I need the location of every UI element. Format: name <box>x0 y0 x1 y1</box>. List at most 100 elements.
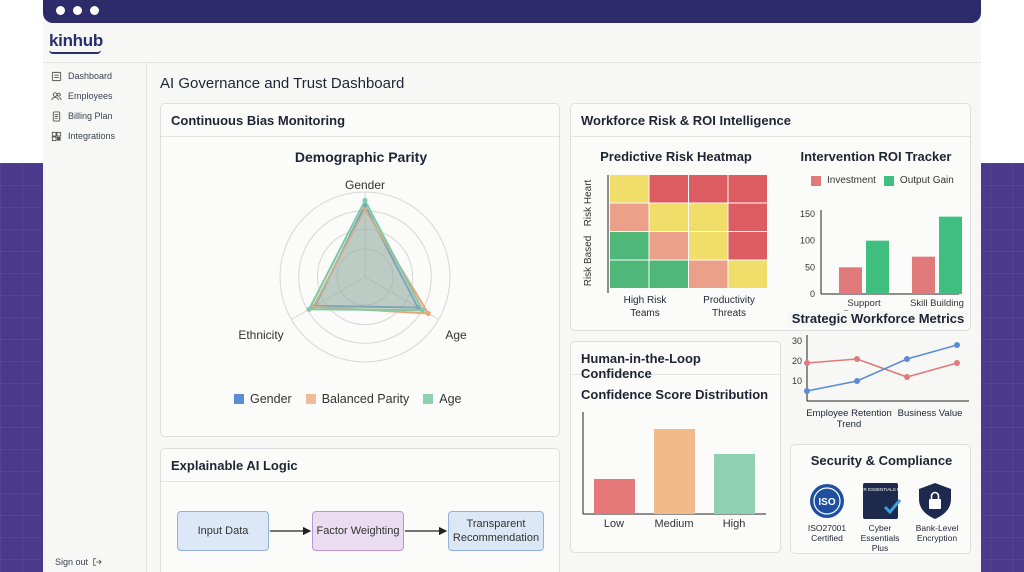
radar-series-2 <box>307 198 425 312</box>
metrics-tick-label: 10 <box>792 376 802 386</box>
radar-axis-label: Gender <box>345 178 385 192</box>
sidebar: Dashboard Employees Billing Plan Integra… <box>43 63 146 572</box>
metrics-point <box>854 378 860 384</box>
security-card: Security & Compliance ISO CYBER ESSENTIA… <box>790 444 971 554</box>
cyber-badge-text: CYBER ESSENTIALS PLUS <box>851 487 909 492</box>
sidebar-item-integrations[interactable]: Integrations <box>51 128 115 144</box>
roi-bar <box>939 216 962 294</box>
header-divider <box>43 62 981 63</box>
heatmap-cell <box>649 260 688 288</box>
radar-point <box>362 206 368 212</box>
sidebar-divider <box>146 63 147 572</box>
chart-title: Demographic Parity <box>294 149 428 165</box>
puzzle-icon <box>51 131 62 141</box>
conf-category-label: Medium <box>654 518 693 530</box>
metrics-x-label: Employee Retention Trend <box>806 408 892 431</box>
flow-step-factor-weighting: Factor Weighting <box>312 511 404 551</box>
heatmap-cell <box>689 175 728 203</box>
radar-spoke <box>291 276 366 320</box>
radar-legend: Gender Balanced Parity Age <box>234 392 476 406</box>
metrics-series-0 <box>806 358 958 378</box>
app-logo[interactable]: kinhub <box>49 31 103 50</box>
legend-label: Investment <box>827 175 876 186</box>
legend-swatch <box>811 175 821 186</box>
document-icon <box>52 110 61 122</box>
radar-point <box>362 198 368 203</box>
heatmap-cell <box>728 260 767 288</box>
metrics-x-label: Business Value <box>897 408 963 419</box>
heatmap-cell <box>689 203 728 231</box>
page-title: AI Governance and Trust Dashboard <box>160 75 405 92</box>
sidebar-item-billing-plan[interactable]: Billing Plan <box>51 108 113 124</box>
heatmap-cell <box>728 175 767 203</box>
sidebar-item-label: Dashboard <box>68 71 113 81</box>
legend-item: Gender <box>234 392 292 406</box>
roi-bar-chart: 050100150SupportProgramsSkill Building <box>800 209 964 314</box>
heatmap-cell <box>728 203 767 231</box>
window-dot-close[interactable] <box>56 6 65 15</box>
conf-bar <box>594 479 635 514</box>
legend-label: Age <box>439 392 462 406</box>
legend-label: Balanced Parity <box>321 392 410 406</box>
window-titlebar <box>43 0 981 23</box>
conf-bar <box>654 429 695 514</box>
radar-axis-label: Age <box>445 328 467 342</box>
metrics-tick-label: 20 <box>792 356 802 366</box>
heatmap-cell <box>649 203 688 231</box>
window-dot-minimize[interactable] <box>73 6 82 15</box>
metrics-title: Strategic Workforce Metrics <box>788 311 968 326</box>
conf-category-label: Low <box>604 518 624 530</box>
card-title: Security & Compliance <box>810 453 953 468</box>
flow-step-input-data: Input Data <box>177 511 269 551</box>
roi-bar <box>839 267 862 294</box>
badge-label: Cyber Essentials Plus <box>860 523 900 554</box>
sidebar-item-dashboard[interactable]: Dashboard <box>51 68 112 84</box>
signout-button[interactable]: Sign out <box>55 557 102 567</box>
roi-bar <box>912 256 935 294</box>
conf-category-label: High <box>723 518 746 530</box>
radar-point <box>415 305 421 311</box>
card-title: Workforce Risk & ROI Intelligence <box>571 104 970 137</box>
legend-label: Output Gain <box>899 175 954 186</box>
heatmap-y-label: Risk Heart <box>583 179 594 226</box>
sidebar-item-label: Employees <box>68 91 113 101</box>
metrics-point <box>804 388 810 394</box>
sidebar-item-employees[interactable]: Employees <box>51 88 113 104</box>
grid-icon <box>51 71 62 81</box>
security-badges: ISO CYBER ESSENTIALS PLUS <box>810 483 951 519</box>
heatmap-cell <box>649 232 688 260</box>
flow-arrows <box>270 526 448 536</box>
distribution-title: Confidence Score Distribution <box>581 387 769 402</box>
radar-axis-label: Ethnicity <box>238 328 283 342</box>
metrics-point <box>954 342 960 348</box>
legend-item: Balanced Parity <box>305 392 410 406</box>
signout-label: Sign out <box>55 557 89 567</box>
roi-bar <box>866 240 889 294</box>
conf-bar <box>714 454 755 514</box>
roi-tick-label: 100 <box>800 236 815 246</box>
sidebar-item-label: Billing Plan <box>68 111 113 121</box>
confidence-bar-chart: Low Medium High <box>582 412 766 530</box>
radar-chart: Gender Age Ethnicity <box>238 178 467 363</box>
roi-legend: Investment Output Gain <box>811 175 968 186</box>
card-title: Continuous Bias Monitoring <box>161 104 559 137</box>
logo-underline <box>49 50 101 54</box>
heatmap-x-label: Productivity Threats <box>703 295 755 319</box>
radar-point <box>310 304 316 310</box>
heatmap-title: Predictive Risk Heatmap <box>600 149 752 164</box>
roi-title: Intervention ROI Tracker <box>800 149 952 164</box>
radar-point <box>306 306 312 312</box>
legend-item: Age <box>423 392 462 406</box>
explainable-ai-card: Explainable AI Logic Input Data Factor W… <box>160 448 560 572</box>
metrics-point <box>904 374 910 380</box>
roi-tick-label: 50 <box>805 262 815 272</box>
heatmap-cell <box>610 232 649 260</box>
roi-tick-label: 150 <box>800 209 815 219</box>
signout-icon <box>93 558 102 566</box>
heatmap-cell <box>689 260 728 288</box>
workforce-risk-card: Workforce Risk & ROI Intelligence Predic… <box>570 103 971 331</box>
legend-item: Investment <box>811 175 876 186</box>
window-dot-maximize[interactable] <box>90 6 99 15</box>
metrics-tick-label: 30 <box>792 336 802 346</box>
app-window: kinhub Dashboard Employees Billing Plan … <box>43 0 981 572</box>
